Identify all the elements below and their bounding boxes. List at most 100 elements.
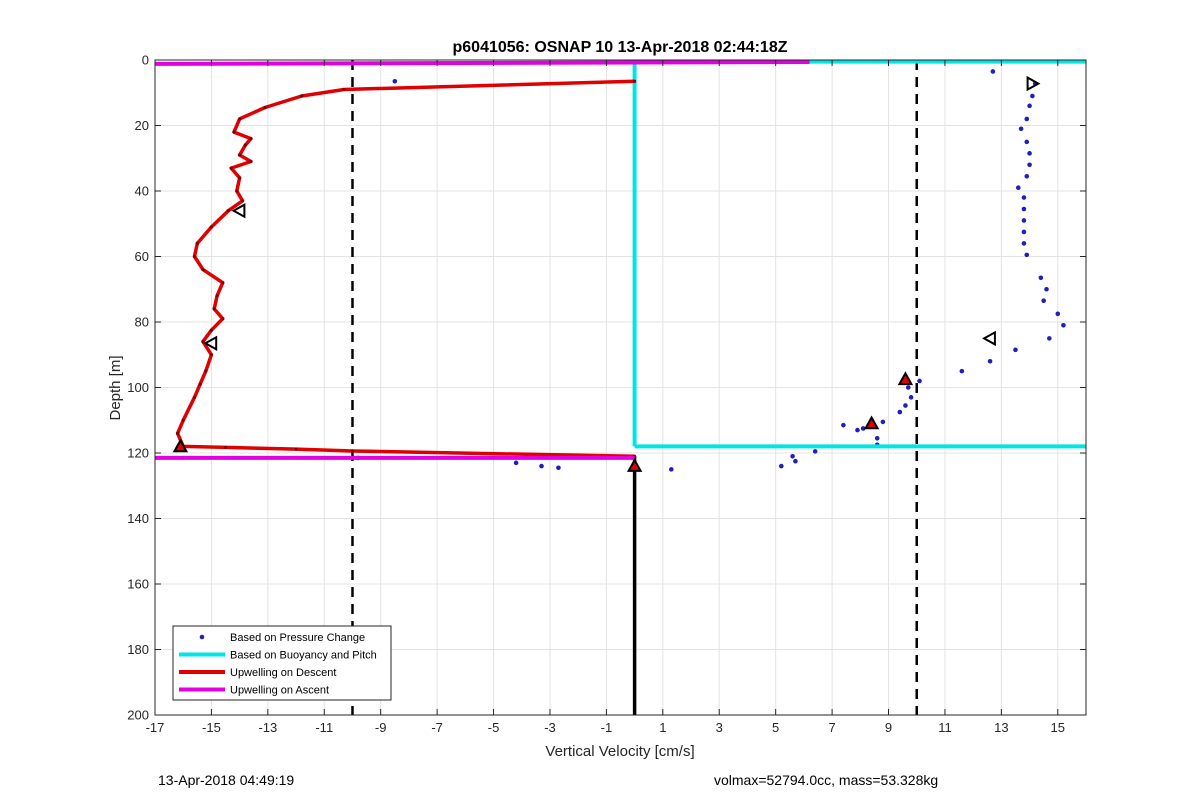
x-axis-label: Vertical Velocity [cm/s] <box>545 743 694 760</box>
footer-timestamp: 13-Apr-2018 04:49:19 <box>158 772 295 788</box>
x-tick-label: 1 <box>659 720 666 735</box>
series-line-vertex <box>238 153 242 157</box>
series-line-vertex <box>221 317 225 321</box>
data-point <box>812 449 818 454</box>
data-point <box>1021 195 1027 200</box>
y-tick-label: 0 <box>142 53 149 68</box>
series-line-vertex <box>221 281 225 285</box>
series-line-vertex <box>175 431 180 435</box>
series-line-vertex <box>249 137 253 141</box>
x-tick-label: 3 <box>716 720 723 735</box>
y-tick-label: 100 <box>127 380 149 395</box>
triangle-marker <box>863 415 880 430</box>
data-point <box>874 435 880 441</box>
legend-entry-label: Based on Pressure Change <box>230 632 365 644</box>
y-tick-label: 160 <box>127 577 149 592</box>
x-tick-label: 13 <box>994 720 1008 735</box>
series-line-vertex <box>294 447 298 451</box>
data-point <box>1015 185 1021 191</box>
data-point <box>1024 139 1030 145</box>
series-line-vertex <box>235 189 239 193</box>
footer-volmax-mass: volmax=52794.0cc, mass=53.328kg <box>714 772 939 788</box>
series-line-vertex <box>240 199 245 203</box>
data-point <box>793 458 798 464</box>
x-tick-label: -11 <box>315 720 333 735</box>
data-point <box>1038 275 1044 281</box>
data-point <box>1041 298 1046 304</box>
series-line-vertex <box>201 268 205 272</box>
chart-title: p6041056: OSNAP 10 13-Apr-2018 02:44:18Z <box>453 39 788 56</box>
series-line-vertex <box>204 369 208 373</box>
triangle-marker <box>626 458 643 472</box>
y-tick-label: 40 <box>135 184 149 199</box>
series-line-vertex <box>249 159 253 164</box>
y-tick-label: 200 <box>127 708 149 723</box>
series-line-vertex <box>209 353 214 357</box>
data-point <box>392 78 398 84</box>
y-tick-label: 180 <box>127 642 149 657</box>
x-tick-label: 9 <box>885 720 892 735</box>
x-tick-label: -5 <box>488 720 500 735</box>
series-line-vertex <box>209 328 214 332</box>
y-tick-label: 60 <box>135 249 149 264</box>
series-line-vertex <box>195 241 199 245</box>
data-point <box>1024 252 1030 258</box>
series-line-vertex <box>181 418 185 422</box>
data-point <box>987 359 993 364</box>
data-point <box>1021 229 1027 235</box>
triangle-marker <box>897 371 914 386</box>
data-point <box>905 385 911 390</box>
series-line-vertex <box>232 130 236 134</box>
data-point <box>917 378 922 384</box>
data-point <box>1027 162 1032 168</box>
x-tick-label: -17 <box>146 720 165 735</box>
data-point <box>1021 206 1027 212</box>
series-line-vertex <box>300 94 304 98</box>
x-tick-label: 11 <box>938 720 952 735</box>
data-point <box>1027 151 1032 156</box>
data-point <box>668 467 674 472</box>
plot-area: -17 -15 -13 -11 -9 -7 -5 -3 -1 1 3 5 7 9 11 13 150204060… <box>127 53 1087 735</box>
series-line-vertex <box>215 294 219 298</box>
series-line-vertex <box>263 105 267 110</box>
data-point <box>779 463 784 469</box>
y-tick-label: 120 <box>127 446 149 461</box>
data-point <box>990 69 996 74</box>
series-line-vertex <box>342 87 346 92</box>
y-tick-label: 80 <box>135 315 149 330</box>
data-point <box>897 409 903 415</box>
data-point <box>908 395 914 400</box>
series-line-vertex <box>226 209 230 213</box>
legend-entry-label: Upwelling on Descent <box>230 667 336 679</box>
series-line-vertex <box>238 117 242 121</box>
data-point <box>1055 311 1061 317</box>
data-point <box>959 368 965 374</box>
data-point <box>539 463 544 469</box>
x-tick-label: -3 <box>544 720 556 735</box>
data-point <box>513 460 519 466</box>
legend-entry-label: Based on Buoyancy and Pitch <box>230 650 377 662</box>
triangle-marker <box>1026 75 1041 92</box>
x-tick-label: 15 <box>1051 720 1065 735</box>
y-axis-label: Depth [m] <box>107 355 124 420</box>
series-line-vertex <box>223 445 228 450</box>
legend-symbol-point <box>199 634 205 640</box>
series-line-vertex <box>209 225 214 229</box>
series-line-vertex <box>212 307 216 311</box>
data-point <box>1024 116 1030 122</box>
data-point <box>855 427 860 433</box>
data-point <box>1061 322 1066 328</box>
series-line-vertex <box>192 395 197 399</box>
data-point <box>880 419 886 425</box>
data-point <box>903 403 908 408</box>
triangle-marker <box>203 335 218 351</box>
series-line-vertex <box>229 166 233 170</box>
triangle-marker <box>172 438 189 453</box>
x-tick-label: -9 <box>375 720 387 735</box>
x-tick-label: 7 <box>828 720 835 735</box>
series-line-vertex <box>238 176 242 180</box>
data-point <box>1044 286 1049 292</box>
data-point <box>1030 93 1035 99</box>
series-line-segment <box>154 60 810 66</box>
